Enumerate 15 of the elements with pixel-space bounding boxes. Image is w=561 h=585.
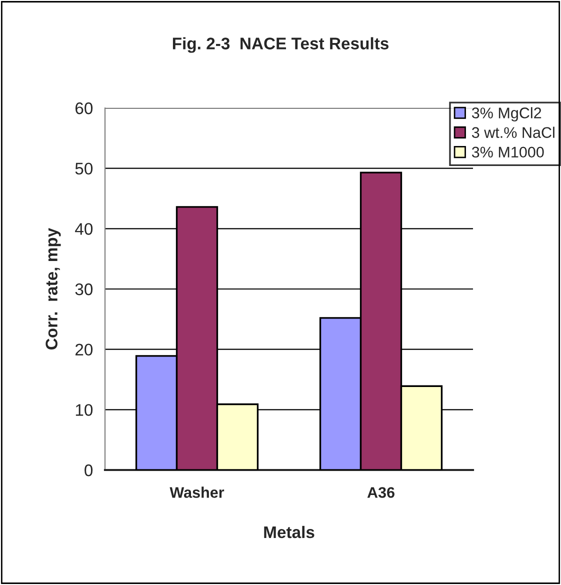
y-tick-label: 30 [75,283,93,296]
legend-label: 3% MgCl2 [472,107,542,122]
x-tick-label: Washer [170,486,224,498]
y-tick-label: 0 [84,464,93,476]
y-tick-label: 50 [75,162,93,175]
y-tick-label: 20 [75,344,93,356]
y-tick-label: 40 [75,223,93,235]
y-tick-label: 10 [76,404,93,416]
chart-title: Fig. 2-3 NACE Test Results [172,37,388,53]
x-axis-title: Metals [264,526,314,538]
legend-label: 3 wt.% NaCl [472,126,554,138]
legend-label: 3% M1000 [472,146,544,158]
y-tick-label: 60 [76,102,93,114]
y-axis-title: Corr. rate, mpy [46,228,61,350]
x-tick-label: A36 [367,487,394,498]
